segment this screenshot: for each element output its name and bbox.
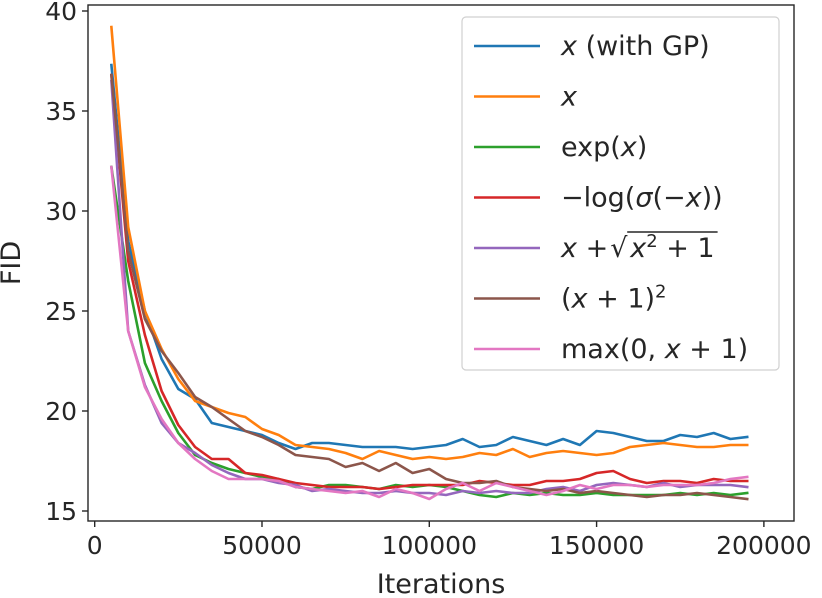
x-tick-label: 0 — [87, 531, 103, 560]
x-axis-label: Iterations — [377, 569, 506, 598]
legend-label: x + — [560, 233, 608, 264]
legend-label: x — [560, 82, 578, 113]
x-tick-label: 200000 — [716, 531, 811, 560]
series-line-1 — [109, 25, 749, 461]
series-line-3 — [109, 73, 749, 491]
x-axis: 0 50000 100000 150000 200000 — [87, 521, 812, 560]
plot-area-frame — [87, 4, 795, 522]
legend-box — [461, 16, 780, 371]
y-axis: 15 20 25 30 35 40 — [45, 0, 88, 526]
series-line-0 — [109, 63, 749, 451]
legend-label: max(0, x + 1) — [561, 334, 748, 365]
y-tick-label: 20 — [45, 397, 77, 426]
legend-label: −log(σ(−x)) — [561, 183, 723, 214]
y-tick-label: 35 — [45, 97, 77, 126]
y-tick-label: 40 — [45, 0, 77, 26]
legend-label: x (with GP) — [560, 31, 710, 62]
y-tick-label: 15 — [45, 497, 77, 526]
series-lines — [109, 25, 749, 501]
y-axis-label: FID — [0, 241, 27, 285]
series-line-5 — [109, 73, 749, 501]
legend: x (with GP) x exp(x) −log(σ(−x)) x + √ x2 + 1… — [461, 16, 780, 371]
x-tick-label: 50000 — [222, 531, 302, 560]
x-tick-label: 100000 — [382, 531, 477, 560]
sqrt-sign: √ — [610, 233, 628, 264]
y-tick-label: 25 — [45, 297, 77, 326]
legend-label-radicand: x2 + 1 — [629, 231, 714, 265]
series-line-6 — [109, 165, 749, 501]
legend-label: (x + 1)2 — [561, 281, 666, 315]
y-tick-label: 30 — [45, 197, 77, 226]
x-tick-label: 150000 — [549, 531, 644, 560]
legend-label: exp(x) — [561, 132, 647, 163]
